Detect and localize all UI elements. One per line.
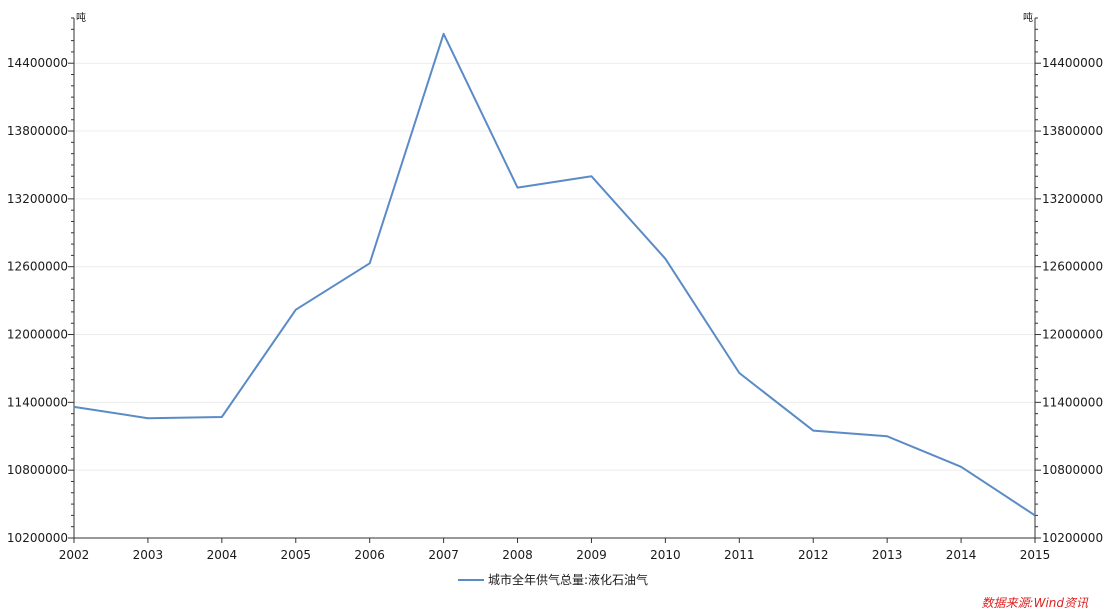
left-y-tick-label: 12000000 — [7, 328, 68, 342]
right-y-tick-label: 10200000 — [1042, 531, 1103, 545]
x-tick-label: 2015 — [1020, 548, 1051, 562]
x-tick-label: 2010 — [650, 548, 681, 562]
x-tick-label: 2013 — [872, 548, 903, 562]
x-tick-label: 2012 — [798, 548, 829, 562]
right-y-tick-label: 13800000 — [1042, 124, 1103, 138]
series-line — [73, 32, 1036, 517]
x-tick-label: 2014 — [946, 548, 977, 562]
legend-label: 城市全年供气总量:液化石油气 — [488, 572, 648, 587]
x-tick-label: 2007 — [428, 548, 459, 562]
right-y-tick-label: 12000000 — [1042, 328, 1103, 342]
x-tick-label: 2006 — [354, 548, 385, 562]
gridlines — [74, 62, 1035, 471]
series — [73, 32, 1036, 517]
left-y-tick-label: 10800000 — [7, 463, 68, 477]
right-y-tick-label: 11400000 — [1042, 395, 1103, 409]
left-y-tick-label: 12600000 — [7, 260, 68, 274]
x-tick-label: 2005 — [280, 548, 311, 562]
x-tick-label: 2004 — [207, 548, 238, 562]
right-y-unit: 吨 — [1023, 11, 1033, 24]
left-y-tick-label: 14400000 — [7, 56, 68, 70]
x-tick-label: 2011 — [724, 548, 755, 562]
right-y-tick-label: 13200000 — [1042, 192, 1103, 206]
axes — [73, 18, 1036, 539]
left-y-tick-label: 11400000 — [7, 395, 68, 409]
right-y-tick-label: 12600000 — [1042, 260, 1103, 274]
right-y-tick-label: 14400000 — [1042, 56, 1103, 70]
legend: 城市全年供气总量:液化石油气 — [458, 572, 648, 587]
left-y-tick-label: 13800000 — [7, 124, 68, 138]
right-y-tick-label: 10800000 — [1042, 463, 1103, 477]
x-tick-label: 2002 — [59, 548, 90, 562]
x-tick-label: 2009 — [576, 548, 607, 562]
left-y-tick-label: 10200000 — [7, 531, 68, 545]
ticks: 10200000 10800000 11400000 12000000 12600000… — [7, 17, 1103, 562]
left-y-tick-label: 13200000 — [7, 192, 68, 206]
left-y-unit: 吨 — [76, 11, 86, 24]
x-tick-label: 2008 — [502, 548, 533, 562]
data-source: 数据来源:Wind资讯 — [982, 596, 1089, 610]
x-tick-label: 2003 — [133, 548, 164, 562]
